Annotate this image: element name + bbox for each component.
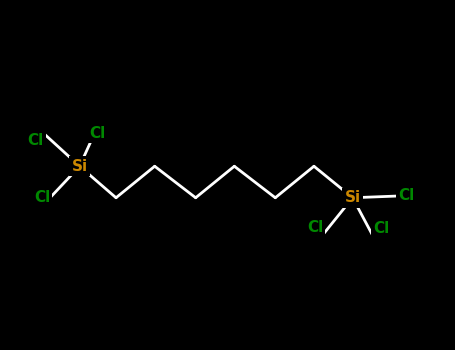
Text: Cl: Cl — [34, 190, 50, 205]
Text: Si: Si — [344, 190, 361, 205]
Text: Cl: Cl — [27, 133, 43, 148]
Text: Si: Si — [71, 159, 88, 174]
Text: Cl: Cl — [90, 126, 106, 141]
Text: Cl: Cl — [398, 189, 415, 203]
Text: Cl: Cl — [307, 219, 323, 234]
Text: Cl: Cl — [373, 221, 389, 236]
